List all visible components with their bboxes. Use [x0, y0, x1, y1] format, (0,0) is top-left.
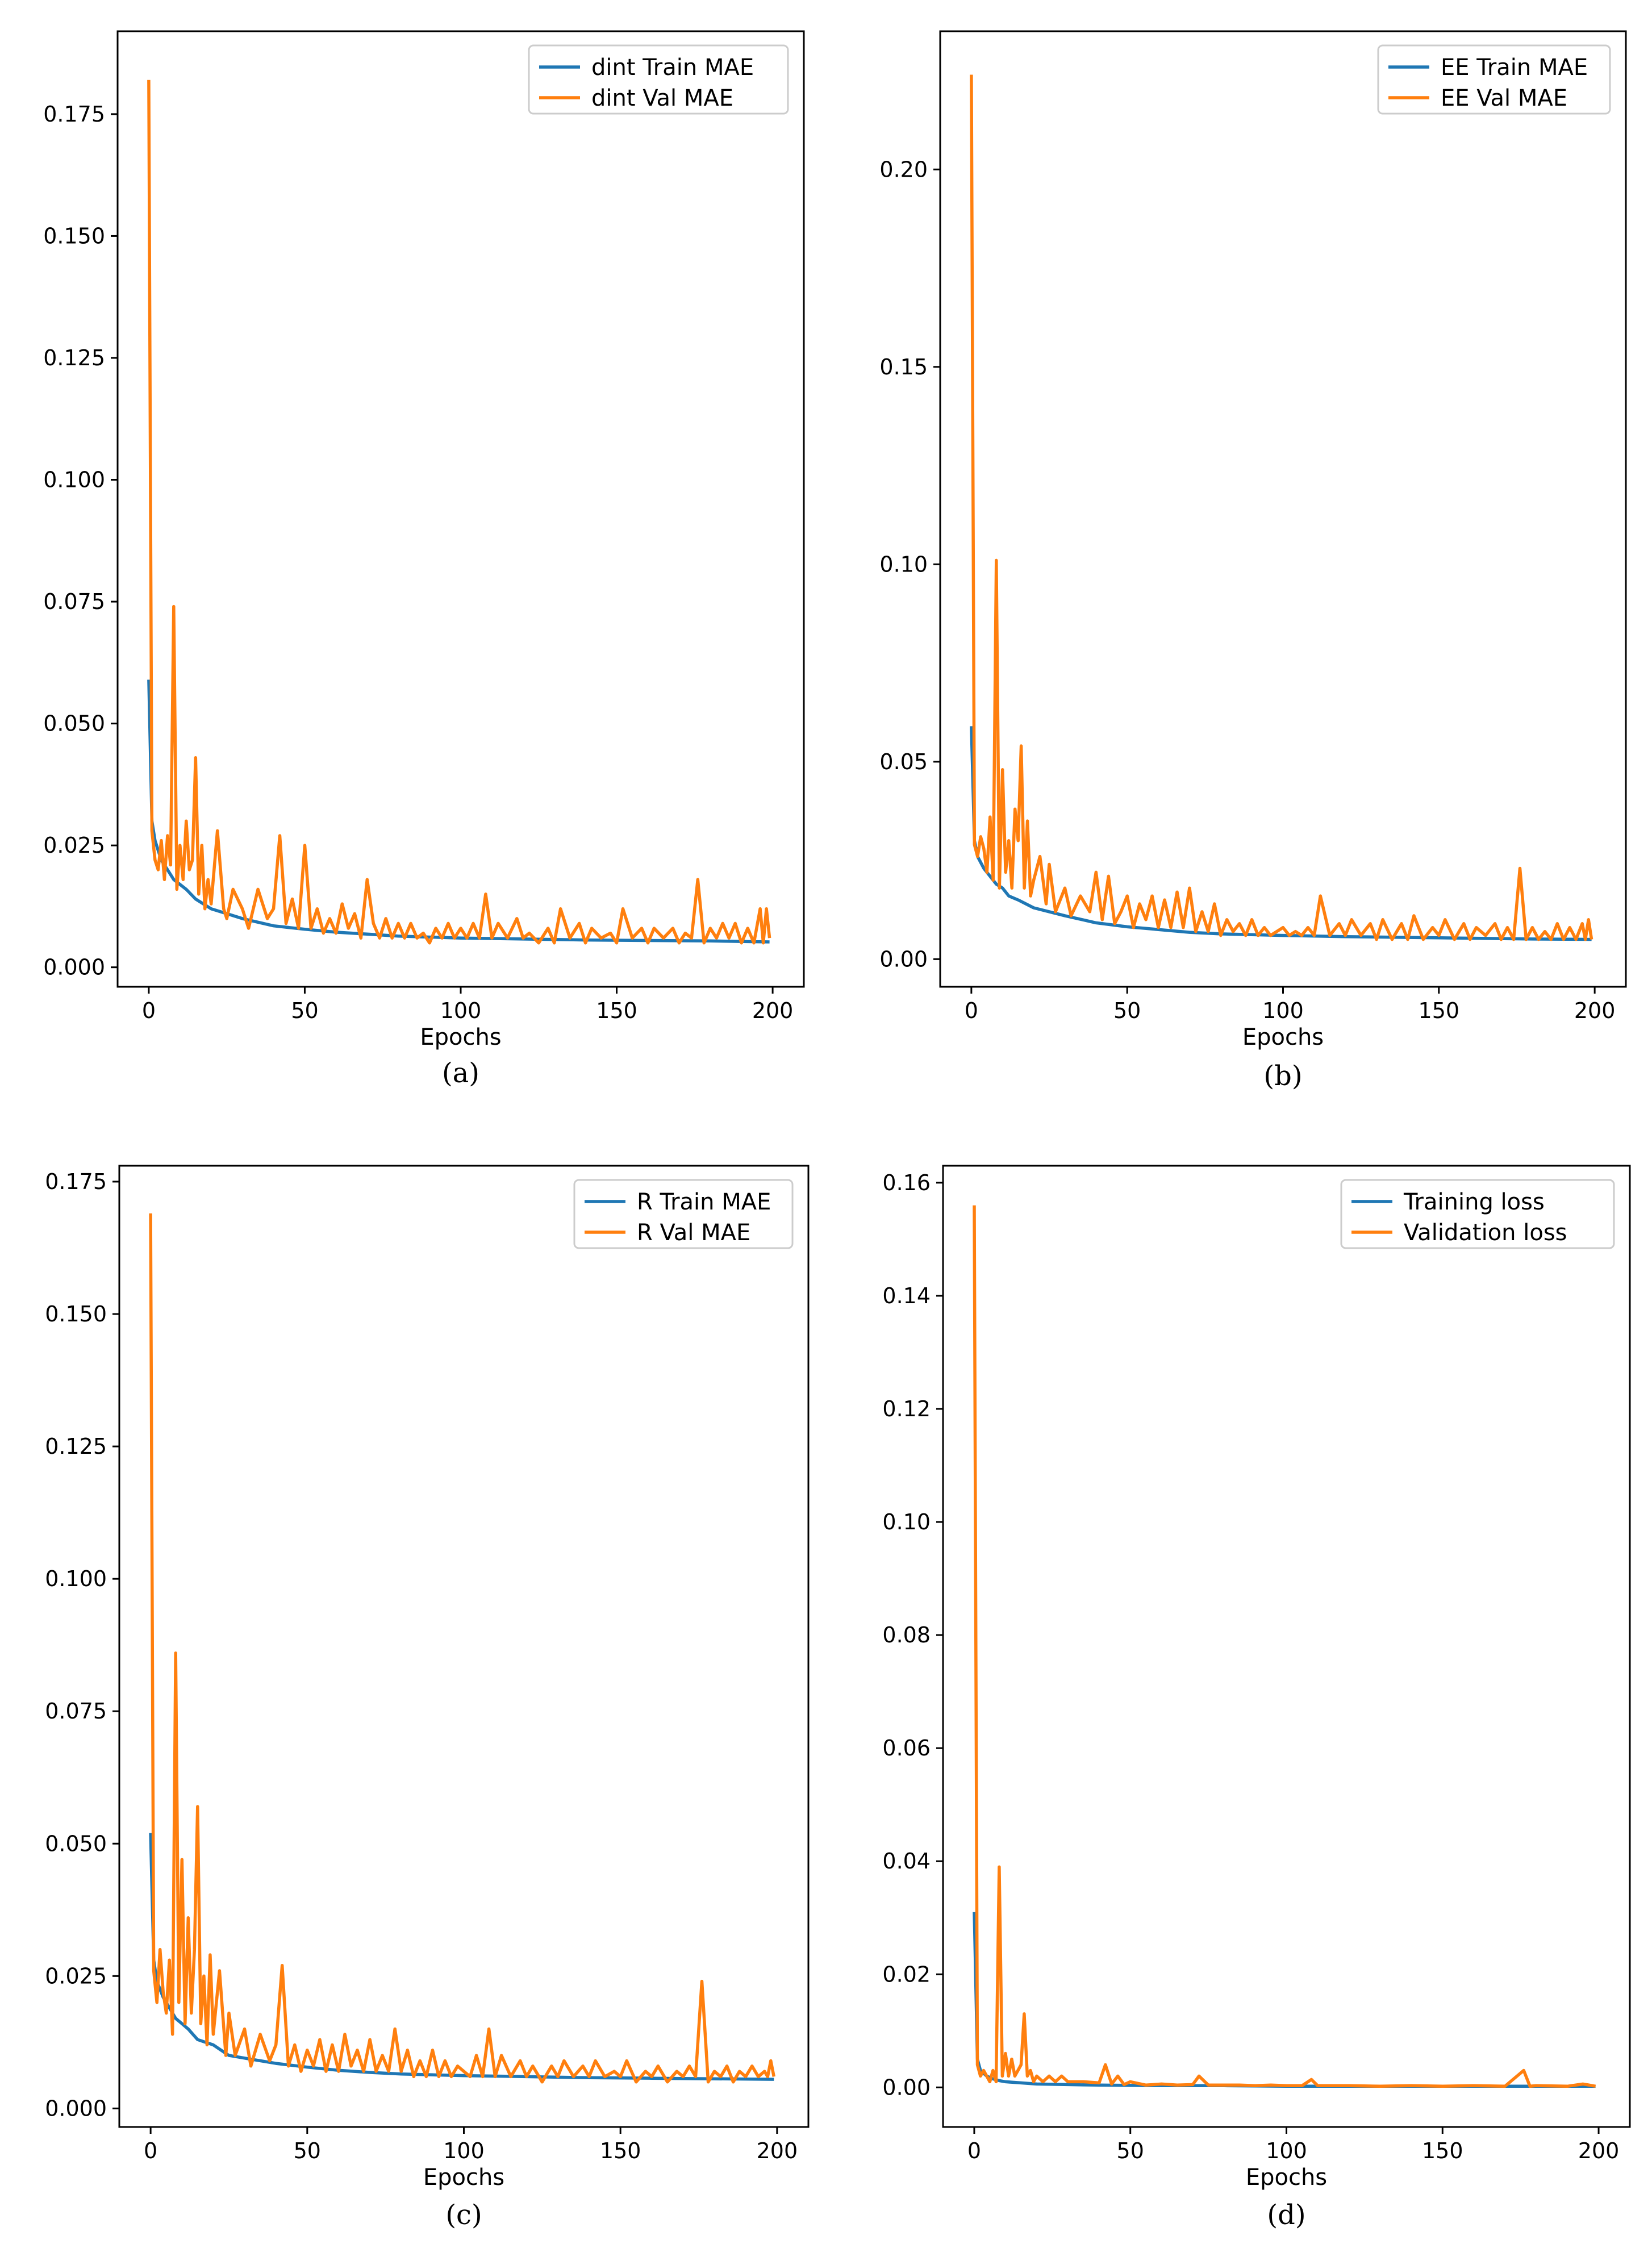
- chart-panel-d: 0 50 100 150 200 0.00 0.02 0.04 0.06 0.08 0.10 0.12…: [882, 1165, 1631, 2231]
- series-line-val: [149, 1213, 775, 2084]
- legend-box: [1377, 44, 1611, 115]
- x-tick-label: 150: [600, 2138, 641, 2163]
- y-tick-label: 0.050: [43, 711, 105, 736]
- legend-label-train: EE Train MAE: [1441, 55, 1588, 81]
- y-tick-label: 0.100: [45, 1566, 107, 1591]
- legend: EE Train MAE EE Val MAE: [1377, 44, 1611, 115]
- y-tick-label: 0.175: [45, 1169, 107, 1194]
- legend-label-train: dint Train MAE: [591, 55, 754, 81]
- y-tick-label: 0.050: [45, 1831, 107, 1856]
- x-tick-label: 100: [1266, 2138, 1307, 2163]
- y-tick-label: 0.00: [879, 946, 928, 971]
- x-tick-label: 0: [142, 998, 156, 1023]
- x-tick-label: 100: [443, 2138, 485, 2163]
- y-tick-label: 0.075: [43, 589, 105, 614]
- y-tick-label: 0.100: [43, 468, 105, 493]
- legend-label-train: Training loss: [1403, 1189, 1545, 1215]
- y-tick-label: 0.16: [882, 1170, 931, 1195]
- legend: dint Train MAE dint Val MAE: [528, 44, 789, 115]
- x-tick-label: 0: [965, 998, 978, 1023]
- y-tick-label: 0.175: [43, 102, 105, 127]
- y-tick-label: 0.000: [43, 955, 105, 980]
- y-tick-label: 0.04: [882, 1849, 931, 1874]
- y-tick-label: 0.20: [879, 157, 928, 182]
- x-axis-label: Epochs: [1242, 1024, 1324, 1050]
- legend-label-val: EE Val MAE: [1441, 85, 1567, 111]
- series-line-val: [973, 1205, 1596, 2088]
- y-tick-label: 0.000: [45, 2096, 107, 2121]
- x-tick-label: 50: [294, 2138, 321, 2163]
- panel-caption: (d): [1267, 2199, 1305, 2231]
- legend-label-val: R Val MAE: [637, 1220, 750, 1246]
- x-tick-label: 150: [596, 998, 637, 1023]
- y-tick-label: 0.150: [43, 223, 105, 248]
- y-tick-label: 0.150: [45, 1302, 107, 1327]
- y-tick-label: 0.14: [882, 1283, 931, 1308]
- series-line-train: [973, 1912, 1596, 2088]
- x-tick-label: 100: [440, 998, 482, 1023]
- legend: Training loss Validation loss: [1340, 1179, 1615, 1249]
- y-tick-label: 0.15: [879, 354, 928, 379]
- legend-box: [528, 44, 789, 115]
- x-tick-label: 200: [1574, 998, 1616, 1023]
- y-tick-label: 0.02: [882, 1962, 931, 1987]
- x-tick-label: 50: [1117, 2138, 1144, 2163]
- legend-label-val: Validation loss: [1404, 1220, 1567, 1246]
- chart-panel-c: 0 50 100 150 200 0.000 0.025 0.050 0.075 0.100 0.1…: [45, 1165, 810, 2231]
- y-tick-label: 0.025: [45, 1963, 107, 1988]
- axes-frame: [942, 1165, 1631, 2128]
- chart-panel-a: 0 50 100 150 200 0.000 0.025 0.050 0.075 0.100 0.1…: [43, 30, 805, 1089]
- legend-label-val: dint Val MAE: [591, 85, 733, 111]
- y-tick-label: 0.125: [45, 1434, 107, 1459]
- x-tick-label: 200: [757, 2138, 798, 2163]
- x-tick-label: 200: [752, 998, 794, 1023]
- y-tick-label: 0.00: [882, 2075, 931, 2100]
- axes-frame: [118, 1165, 810, 2128]
- series-line-train: [970, 726, 1592, 941]
- legend-box: [1340, 1179, 1615, 1249]
- y-tick-label: 0.06: [882, 1736, 931, 1761]
- x-tick-label: 50: [1113, 998, 1141, 1023]
- y-tick-label: 0.075: [45, 1699, 107, 1724]
- legend-box: [573, 1179, 794, 1249]
- x-tick-label: 150: [1422, 2138, 1463, 2163]
- panel-caption: (a): [442, 1057, 479, 1089]
- y-tick-label: 0.025: [43, 833, 105, 858]
- axes-frame: [116, 30, 805, 988]
- x-axis-label: Epochs: [420, 1024, 501, 1050]
- legend-label-train: R Train MAE: [637, 1189, 771, 1215]
- series-line-val: [970, 74, 1593, 941]
- legend: R Train MAE R Val MAE: [573, 1179, 794, 1249]
- x-tick-label: 50: [291, 998, 318, 1023]
- y-tick-label: 0.08: [882, 1622, 931, 1647]
- x-tick-label: 100: [1262, 998, 1304, 1023]
- series-line-train: [147, 679, 770, 944]
- x-axis-label: Epochs: [423, 2164, 504, 2191]
- y-tick-label: 0.10: [879, 552, 928, 577]
- panel-caption: (c): [445, 2199, 482, 2231]
- y-tick-label: 0.12: [882, 1396, 931, 1421]
- x-axis-label: Epochs: [1246, 2164, 1327, 2191]
- series-line-train: [149, 1833, 774, 2081]
- chart-panel-b: 0 50 100 150 200 0.00 0.05 0.10 0.15 0.20 Epochs (b…: [879, 30, 1627, 1092]
- y-tick-label: 0.125: [43, 345, 105, 370]
- x-tick-label: 150: [1419, 998, 1460, 1023]
- x-tick-label: 0: [967, 2138, 981, 2163]
- panel-caption: (b): [1263, 1060, 1302, 1092]
- axes-frame: [939, 30, 1627, 988]
- x-tick-label: 200: [1578, 2138, 1620, 2163]
- y-tick-label: 0.10: [882, 1509, 931, 1534]
- x-tick-label: 0: [144, 2138, 157, 2163]
- y-tick-label: 0.05: [879, 749, 928, 774]
- series-line-val: [147, 80, 771, 945]
